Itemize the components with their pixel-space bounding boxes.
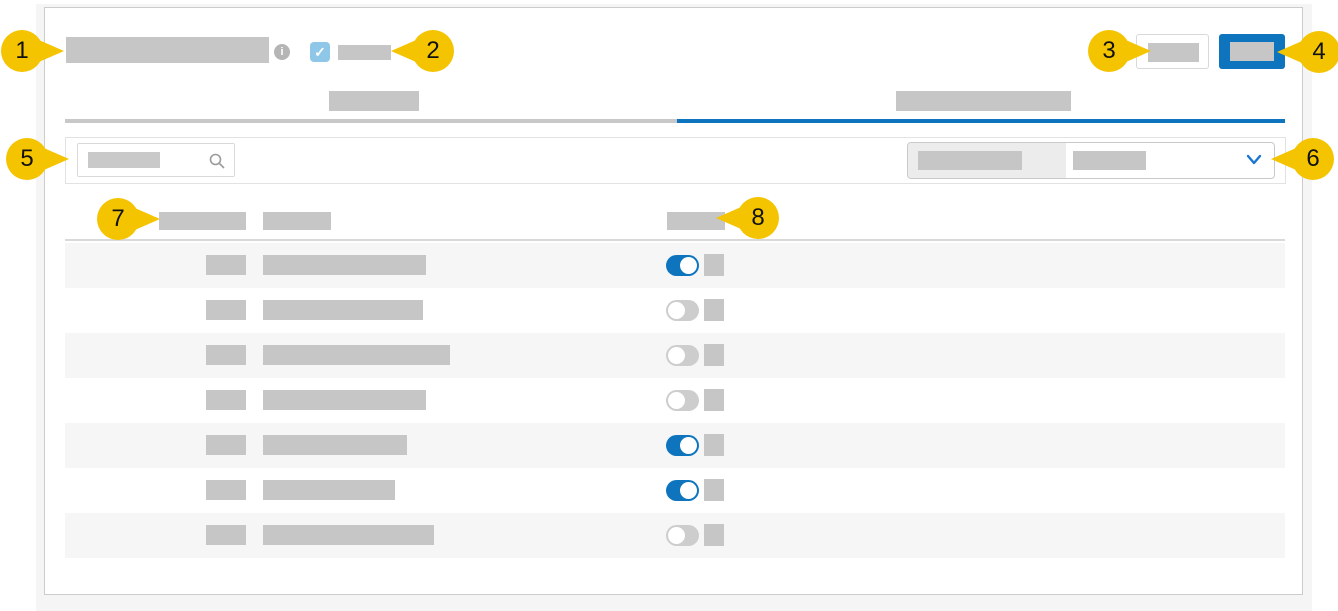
checkbox-label-redacted bbox=[338, 45, 391, 60]
toggle-switch-off[interactable] bbox=[666, 300, 699, 321]
toggle-state-label-redacted bbox=[704, 434, 724, 456]
row-id-redacted bbox=[206, 345, 246, 365]
toggle-state-label-redacted bbox=[704, 344, 724, 366]
row-id-redacted bbox=[206, 300, 246, 320]
filter-dropdown[interactable] bbox=[907, 142, 1275, 179]
table-row bbox=[65, 333, 1285, 378]
page-title-redacted bbox=[66, 37, 269, 63]
header-checkbox[interactable]: ✓ bbox=[310, 42, 330, 62]
row-id-redacted bbox=[206, 480, 246, 500]
toggle-state-label-redacted bbox=[704, 524, 724, 546]
table-row bbox=[65, 288, 1285, 333]
row-name-redacted bbox=[263, 345, 450, 365]
settings-panel: i ✓ bbox=[44, 7, 1303, 595]
callout-number: 3 bbox=[1088, 30, 1130, 72]
table-column-1-header-redacted[interactable] bbox=[159, 212, 246, 230]
row-name-redacted bbox=[263, 300, 423, 320]
row-id-redacted bbox=[206, 390, 246, 410]
toggle-knob bbox=[668, 302, 685, 319]
table-row bbox=[65, 513, 1285, 558]
toggle-knob bbox=[668, 527, 685, 544]
callout-number: 7 bbox=[97, 198, 139, 240]
primary-button-label-redacted bbox=[1230, 42, 1274, 61]
tab-2-label-redacted bbox=[896, 91, 1071, 111]
table-column-2-header-redacted[interactable] bbox=[263, 212, 331, 230]
toggle-state-label-redacted bbox=[704, 254, 724, 276]
row-name-redacted bbox=[263, 435, 407, 455]
row-name-redacted bbox=[263, 480, 395, 500]
toggle-knob bbox=[668, 392, 685, 409]
row-name-redacted bbox=[263, 255, 426, 275]
callout-number: 1 bbox=[1, 30, 43, 72]
toggle-switch-off[interactable] bbox=[666, 345, 699, 366]
toggle-knob bbox=[680, 257, 697, 274]
callout-number: 6 bbox=[1292, 138, 1334, 180]
tab-bar bbox=[65, 91, 1285, 123]
table-body bbox=[65, 243, 1285, 558]
callout-number: 2 bbox=[412, 30, 454, 72]
toggle-state-label-redacted bbox=[704, 389, 724, 411]
dropdown-label-section bbox=[908, 143, 1066, 178]
dropdown-value-redacted bbox=[1073, 151, 1146, 170]
info-icon: i bbox=[274, 44, 290, 60]
toggle-switch-on[interactable] bbox=[666, 255, 699, 276]
toggle-state-label-redacted bbox=[704, 299, 724, 321]
table-header-divider bbox=[65, 239, 1285, 241]
chevron-down-icon bbox=[1246, 154, 1262, 165]
toggle-switch-on[interactable] bbox=[666, 480, 699, 501]
toggle-knob bbox=[668, 347, 685, 364]
toggle-column-header-redacted bbox=[667, 212, 725, 230]
tab-2-active[interactable] bbox=[677, 91, 1285, 123]
table-row bbox=[65, 423, 1285, 468]
table-row bbox=[65, 378, 1285, 423]
callout-number: 5 bbox=[6, 138, 48, 180]
table-row bbox=[65, 468, 1285, 513]
tab-1-inactive[interactable] bbox=[65, 91, 677, 123]
row-name-redacted bbox=[263, 390, 426, 410]
toggle-switch-off[interactable] bbox=[666, 525, 699, 546]
search-placeholder-redacted bbox=[88, 152, 160, 168]
tab-1-label-redacted bbox=[329, 91, 419, 111]
toggle-knob bbox=[680, 437, 697, 454]
table-row bbox=[65, 243, 1285, 288]
row-id-redacted bbox=[206, 255, 246, 275]
primary-button[interactable] bbox=[1219, 34, 1285, 69]
callout-number: 8 bbox=[737, 197, 779, 239]
toggle-switch-off[interactable] bbox=[666, 390, 699, 411]
search-input[interactable] bbox=[77, 143, 235, 177]
search-icon bbox=[209, 153, 225, 169]
toggle-knob bbox=[680, 482, 697, 499]
row-name-redacted bbox=[263, 525, 434, 545]
toggle-switch-on[interactable] bbox=[666, 435, 699, 456]
dropdown-label-redacted bbox=[918, 151, 1022, 170]
row-id-redacted bbox=[206, 525, 246, 545]
row-id-redacted bbox=[206, 435, 246, 455]
secondary-button-label-redacted bbox=[1148, 43, 1199, 62]
callout-number: 4 bbox=[1298, 31, 1338, 73]
filter-toolbar bbox=[65, 137, 1286, 184]
toggle-state-label-redacted bbox=[704, 479, 724, 501]
